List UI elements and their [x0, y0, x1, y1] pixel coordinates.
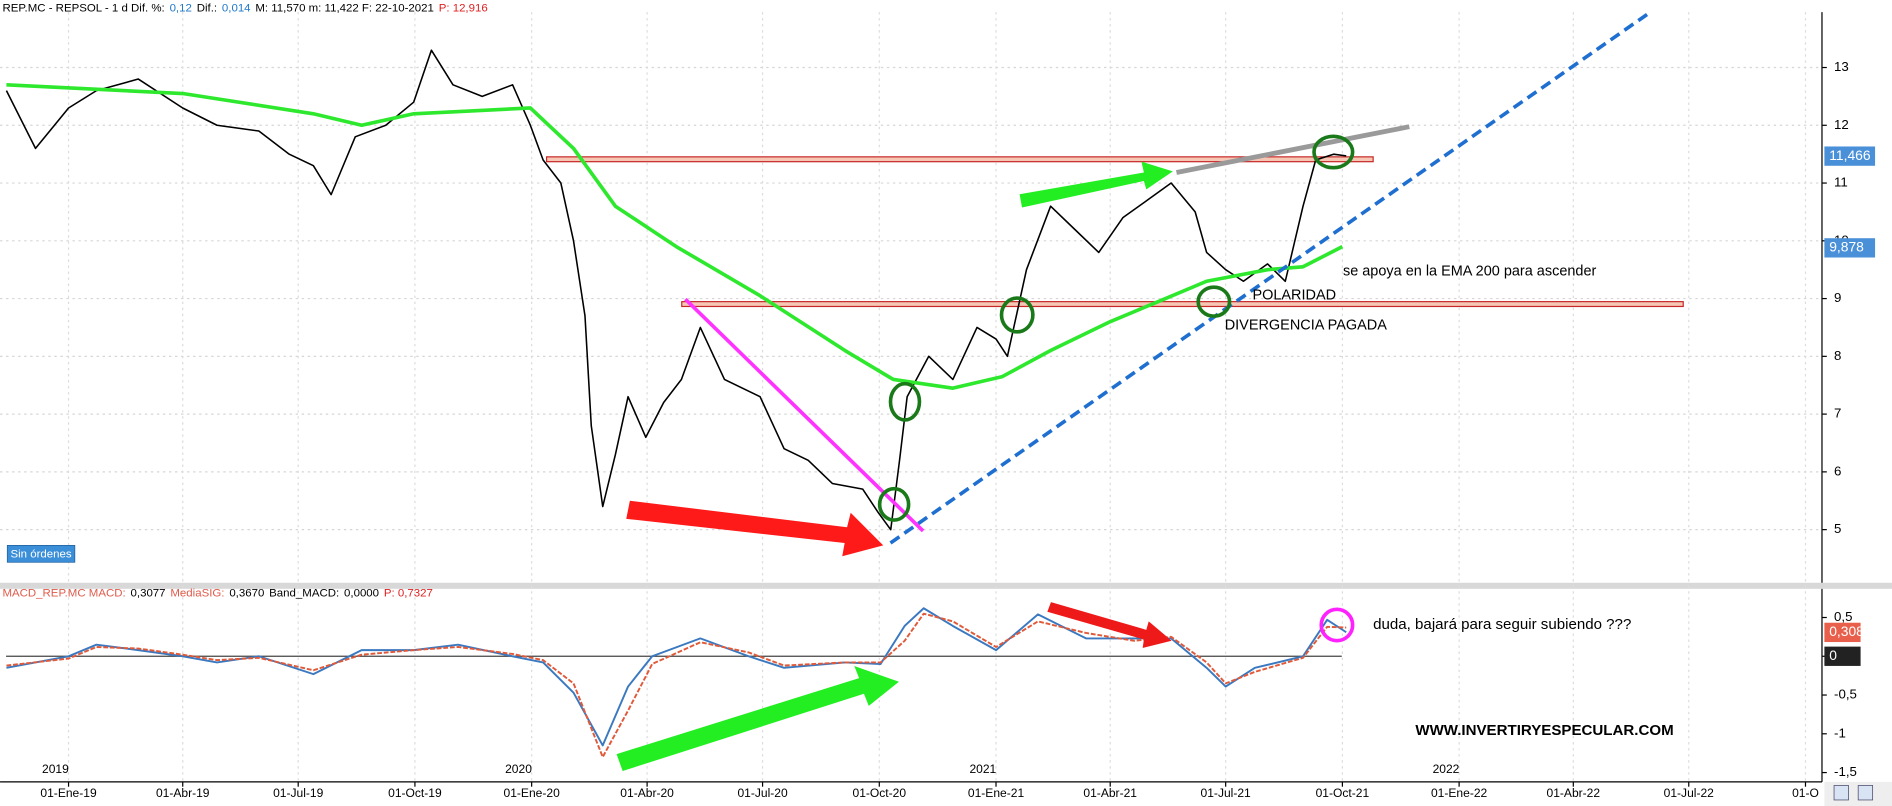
header-field: Dif.: [197, 2, 217, 14]
y-tick-label: 13 [1834, 59, 1849, 74]
circle-marker [888, 381, 922, 422]
series-layer [5, 49, 1347, 758]
y-tick-label: 9 [1834, 290, 1841, 305]
price-marker-label: 9,878 [1829, 239, 1864, 255]
header: REP.MC - REPSOL - 1 d Dif. %: 0,12 Dif.: 0,… [2, 2, 487, 14]
macd-header: MACD_REP.MC MACD: 0,3077 MediaSIG: 0,3670 Ba… [2, 588, 432, 600]
y-tick-label: -1,5 [1834, 764, 1857, 779]
arrow [616, 666, 899, 772]
annotation: WWW.INVERTIRYESPECULAR.COM [1415, 722, 1673, 739]
header-field: MediaSIG: [170, 588, 224, 600]
header-field: REP.MC - REPSOL - 1 d Dif. %: [2, 2, 164, 14]
price-marker [1824, 146, 1876, 166]
header-field: P: 12,916 [439, 2, 488, 14]
y-tick-label: 8 [1834, 348, 1841, 363]
price-marker-label: 0,308 [1829, 623, 1864, 639]
x-tick-label: 01-Ene-21 [968, 786, 1025, 800]
orders-button[interactable] [6, 545, 76, 563]
toolbar-icon[interactable] [1833, 785, 1849, 801]
x-tick-label: 01-Ene-19 [40, 786, 97, 800]
x-tick-label: 01-Ene-20 [504, 786, 561, 800]
circle-marker [999, 296, 1035, 334]
x-tick-label: 01-Abr-21 [1083, 786, 1137, 800]
trend-line [889, 12, 1649, 545]
x-tick-label: 01-Jul-21 [1201, 786, 1252, 800]
annotation: DIVERGENCIA PAGADA [1225, 318, 1387, 334]
support-band [681, 301, 1684, 308]
y-tick-label: 6 [1834, 463, 1841, 478]
arrow [1047, 602, 1172, 648]
circle-marker [877, 486, 911, 522]
y-tick-label: -1 [1834, 725, 1846, 740]
arrow [626, 500, 884, 557]
panel-divider [0, 582, 1892, 589]
year-label: 2021 [969, 762, 996, 776]
series-line [6, 612, 1347, 758]
series-line [5, 49, 1347, 531]
annotation: se apoya en la EMA 200 para ascender [1343, 263, 1597, 279]
y-tick-label: 5 [1834, 521, 1841, 536]
annotation: duda, bajará para seguir subiendo ??? [1373, 616, 1631, 633]
y-tick-label: 11 [1834, 175, 1848, 190]
year-label: 2019 [42, 762, 69, 776]
header-field: 0,014 [222, 2, 251, 14]
header-field: Band_MACD: [269, 588, 339, 600]
x-tick-label: 01-Abr-22 [1547, 786, 1601, 800]
x-tick-label: 01-Oct-20 [853, 786, 907, 800]
x-tick-label: 01-Oct-19 [388, 786, 442, 800]
circle-marker [1196, 285, 1232, 318]
grid-layer [0, 12, 1822, 782]
y-tick-label: 0,5 [1834, 609, 1852, 624]
x-tick-label: 01-Jul-20 [737, 786, 788, 800]
header-field: 0,12 [170, 2, 192, 14]
year-label: 2022 [1433, 762, 1460, 776]
price-marker [1824, 646, 1861, 666]
x-tick-label: 01-Abr-20 [620, 786, 674, 800]
x-tick-label: 01-Jul-22 [1664, 786, 1715, 800]
x-tick-label: 01-Ene-22 [1431, 786, 1488, 800]
drawings-top [616, 12, 1649, 772]
header-field: 0,0000 [344, 588, 379, 600]
trend-line [1175, 124, 1410, 175]
price-marker-label: 0 [1829, 647, 1837, 663]
orders-button-label[interactable]: Sin órdenes [10, 548, 71, 560]
drawings [546, 156, 1684, 308]
price-marker-label: 11,466 [1829, 147, 1871, 163]
annotation: POLARIDAD [1252, 287, 1336, 303]
y-tick-label: 7 [1834, 406, 1841, 421]
x-tick-label: 01-O [1792, 786, 1819, 800]
arrow [1019, 161, 1173, 208]
header-field: 0,3670 [229, 588, 264, 600]
x-tick-label: 01-Abr-19 [156, 786, 210, 800]
price-marker [1824, 238, 1876, 258]
toolbar-icon[interactable] [1857, 785, 1874, 801]
x-tick-label: 01-Jul-19 [273, 786, 324, 800]
header-field: 0,3077 [131, 588, 166, 600]
label-layer: 567891011121301-Ene-1901-Abr-1901-Jul-19… [40, 59, 1876, 800]
header-field: P: 0,7327 [384, 588, 433, 600]
circle-marker [1312, 134, 1355, 170]
y-tick-label: 12 [1834, 117, 1849, 132]
header-field: M: 11,570 m: 11,422 F: 22-10-2021 [255, 2, 433, 14]
header-field: MACD_REP.MC MACD: [2, 588, 125, 600]
circle-marker [1319, 607, 1355, 643]
resistance-band [546, 156, 1374, 163]
y-tick-label: -0,5 [1834, 687, 1857, 702]
year-label: 2020 [505, 762, 532, 776]
x-tick-label: 01-Oct-21 [1316, 786, 1370, 800]
price-marker [1824, 622, 1861, 643]
series-line [6, 83, 1344, 390]
